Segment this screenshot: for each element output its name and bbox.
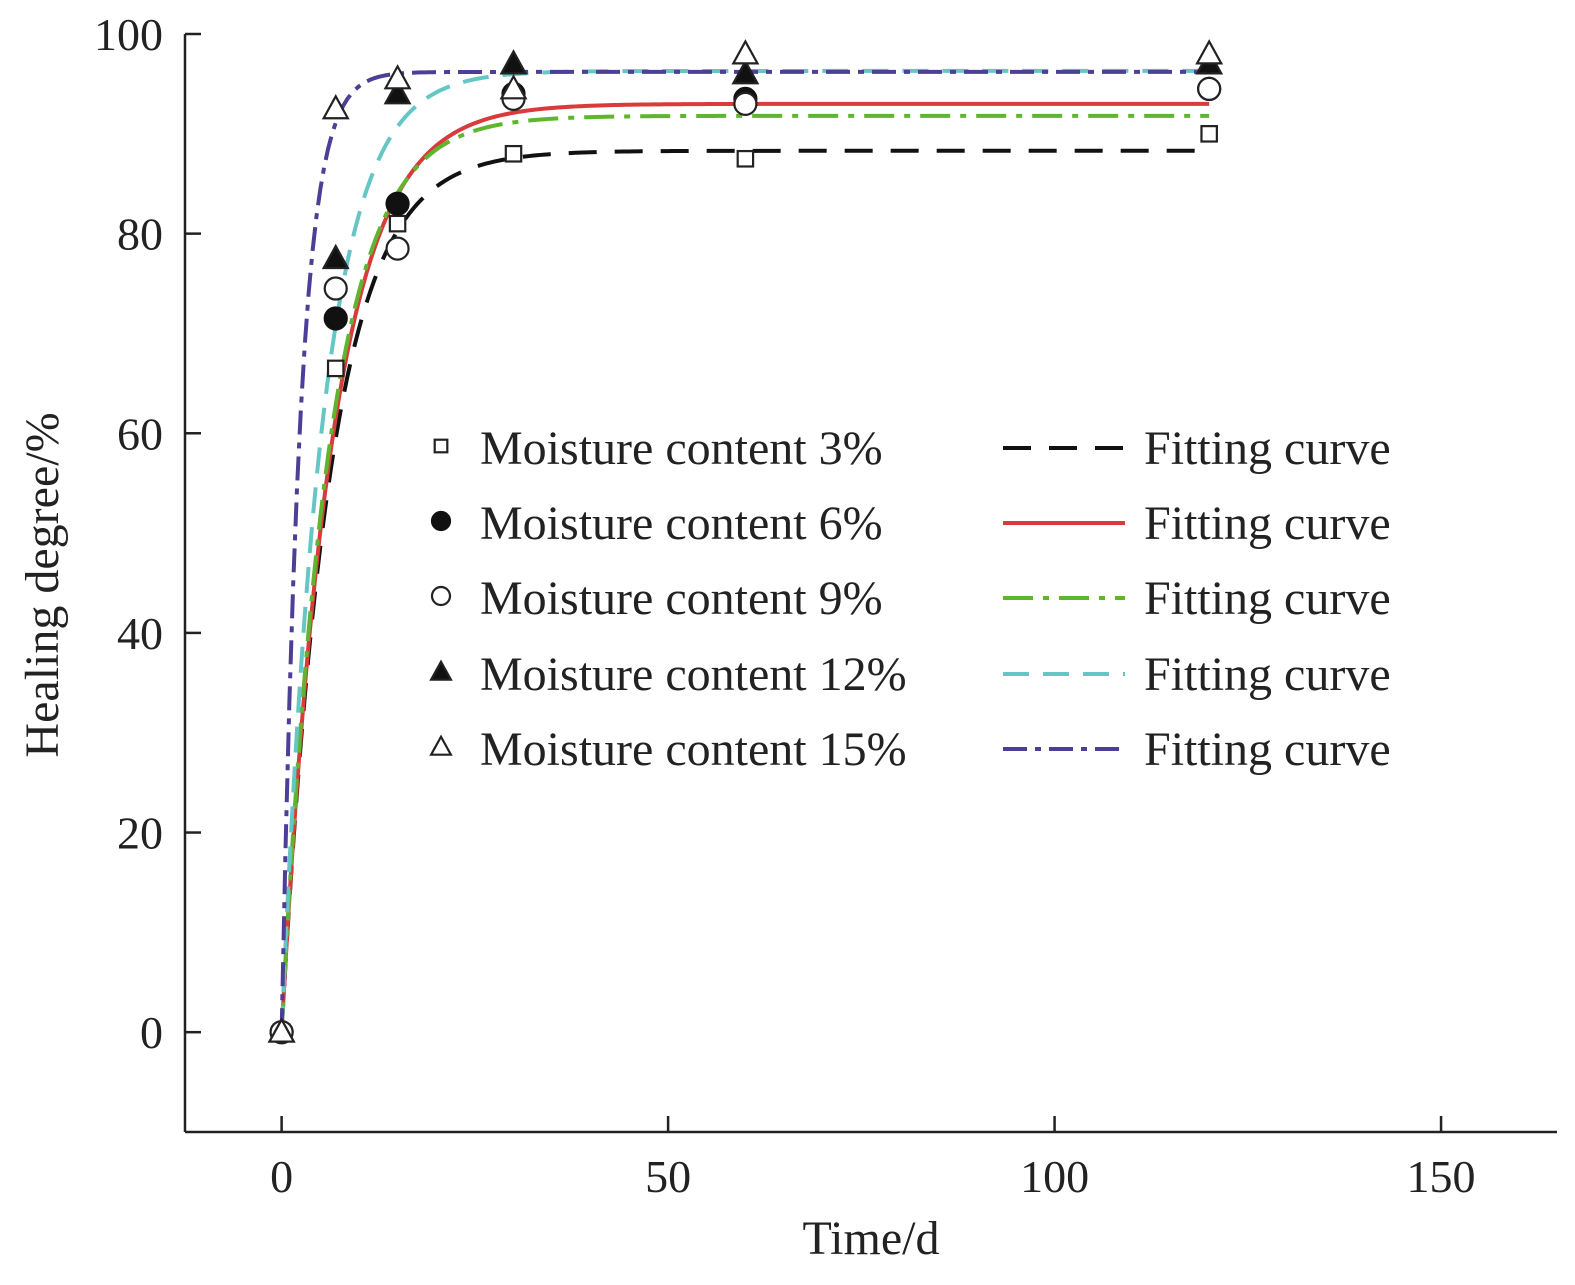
legend-marker-5 — [429, 734, 453, 756]
fitting-curves — [279, 68, 1210, 1033]
y-tick-label: 20 — [117, 808, 163, 859]
data-point-series-5 — [499, 74, 528, 100]
legend-label-4: Moisture content 12% — [480, 648, 907, 701]
legend-fit-label-5: Fitting curve — [1144, 723, 1391, 776]
data-point-series-5 — [321, 94, 350, 120]
data-point-series-4 — [499, 49, 528, 75]
axes: 0 20 40 60 80 100 0 50 100 150 — [94, 9, 1557, 1202]
x-tick-label: 100 — [1020, 1151, 1089, 1202]
data-point-series-2 — [385, 191, 410, 216]
fitting-curve-4 — [279, 68, 1210, 1033]
data-point-series-1 — [736, 149, 755, 168]
y-axis-title: Healing degree/% — [16, 412, 69, 757]
legend: Moisture content 3% Moisture content 6% Mo… — [429, 422, 1391, 776]
data-point-series-3 — [733, 91, 758, 116]
data-point-series-4 — [321, 243, 350, 270]
legend-label-1: Moisture content 3% — [480, 422, 883, 475]
legend-label-2: Moisture content 6% — [480, 497, 883, 550]
data-point-series-2 — [323, 306, 348, 331]
x-axis-title: Time/d — [803, 1212, 940, 1265]
data-points — [267, 39, 1224, 1045]
fitting-curve-3 — [279, 113, 1210, 1033]
legend-fit-label-2: Fitting curve — [1144, 497, 1391, 550]
data-point-series-5 — [731, 39, 760, 65]
legend-label-3: Moisture content 9% — [480, 572, 883, 625]
legend-marker-4 — [429, 659, 453, 681]
data-point-series-1 — [326, 359, 345, 378]
y-tick-label: 40 — [117, 608, 163, 659]
data-point-series-3 — [385, 236, 410, 261]
data-point-series-4 — [383, 79, 412, 105]
legend-label-5: Moisture content 15% — [480, 723, 907, 776]
fitting-curve-1 — [279, 148, 1210, 1033]
legend-fit-label-4: Fitting curve — [1144, 648, 1391, 701]
data-point-series-3 — [323, 276, 348, 301]
legend-fit-label-1: Fitting curve — [1144, 422, 1391, 475]
data-point-series-5 — [1195, 39, 1224, 65]
data-point-series-1 — [504, 144, 523, 163]
data-point-series-4 — [731, 59, 760, 85]
fitting-curve-2 — [279, 101, 1210, 1033]
y-tick-label: 100 — [94, 9, 163, 60]
data-point-series-5 — [383, 64, 412, 90]
data-point-series-1 — [388, 214, 407, 233]
data-point-series-3 — [1197, 76, 1222, 102]
y-tick-label: 80 — [117, 209, 163, 260]
x-tick-label: 0 — [270, 1151, 293, 1202]
fitting-curve-5 — [279, 69, 1210, 1033]
data-point-series-1 — [1200, 125, 1218, 143]
legend-fit-label-3: Fitting curve — [1144, 572, 1391, 625]
legend-marker-1 — [433, 438, 449, 454]
y-tick-label: 0 — [140, 1007, 163, 1058]
legend-marker-2 — [430, 510, 452, 532]
y-tick-label: 60 — [117, 408, 163, 459]
data-point-series-5 — [267, 1017, 296, 1043]
x-tick-label: 50 — [645, 1151, 691, 1202]
legend-marker-3 — [430, 585, 452, 607]
x-tick-label: 150 — [1407, 1151, 1476, 1202]
